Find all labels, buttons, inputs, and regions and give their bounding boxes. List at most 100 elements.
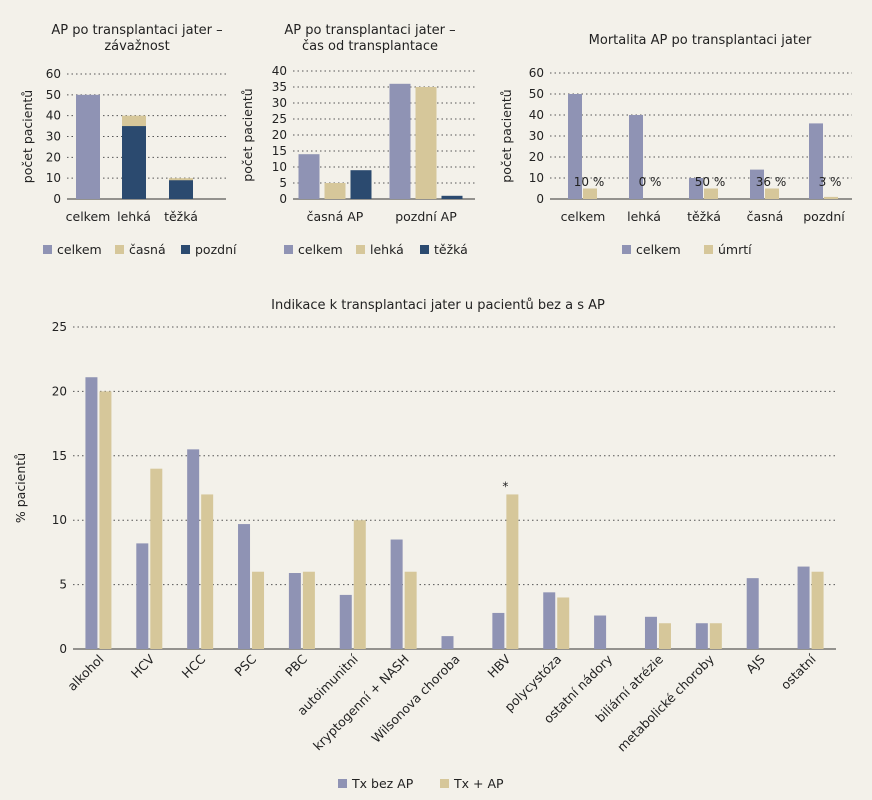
y-tick-label: 20 [272, 128, 287, 142]
x-tick-label: těžká [164, 209, 198, 224]
bar-tx-ap [201, 494, 214, 649]
x-tick-label: časná AP [307, 209, 364, 224]
y-tick-label: 35 [272, 80, 287, 94]
legend-label: úmrtí [718, 242, 752, 257]
legend-swatch [115, 245, 124, 254]
y-tick-label: 5 [59, 578, 67, 592]
legend-label: těžká [434, 242, 468, 257]
x-tick-label: HCC [179, 651, 209, 681]
bar-celkem [809, 123, 823, 199]
x-tick-label: celkem [66, 209, 111, 224]
y-tick-label: 0 [536, 192, 544, 206]
y-tick-label: 50 [46, 88, 61, 102]
x-tick-label: HCV [128, 651, 158, 681]
y-tick-label: 30 [272, 96, 287, 110]
data-label: 0 % [639, 175, 662, 189]
chart-title: čas od transplantace [302, 39, 438, 54]
bar-tx-bez-ap [288, 573, 301, 649]
y-tick-label: 20 [52, 384, 67, 398]
legend-swatch [181, 245, 190, 254]
y-tick-label: 10 [529, 171, 544, 185]
legend-swatch [284, 245, 293, 254]
x-tick-label: časná [747, 209, 784, 224]
x-tick-label: Wilsonova choroba [368, 652, 462, 746]
y-tick-label: 0 [53, 192, 61, 206]
x-tick-label: pozdní AP [395, 209, 457, 224]
y-tick-label: 10 [272, 160, 287, 174]
chart-title: AP po transplantaci jater – [51, 23, 222, 38]
bar-pozdni [169, 180, 193, 199]
chart-timing: AP po transplantaci jater –čas od transp… [240, 23, 475, 257]
y-tick-label: 50 [529, 87, 544, 101]
bar-tx-bez-ap [543, 592, 556, 649]
legend-label: celkem [298, 242, 343, 257]
legend-label: pozdní [195, 242, 237, 257]
bar-tezka [350, 170, 372, 199]
bar-tx-bez-ap [441, 636, 454, 649]
bar-tx-ap [302, 571, 315, 649]
bar-tx-bez-ap [339, 594, 352, 649]
data-label: 10 % [574, 175, 605, 189]
legend-swatch [338, 779, 347, 788]
bar-tx-bez-ap [594, 615, 607, 649]
bar-celkem [689, 178, 703, 199]
legend-swatch [356, 245, 365, 254]
legend-label: celkem [57, 242, 102, 257]
bar-celkem [389, 83, 411, 199]
y-tick-label: 60 [529, 66, 544, 80]
legend-swatch [43, 245, 52, 254]
bar-lehka [415, 87, 437, 199]
bar-lehka [324, 183, 346, 199]
bar-umrti [583, 188, 597, 199]
chart-title: Indikace k transplantaci jater u pacient… [271, 298, 605, 313]
bar-tx-ap [506, 494, 519, 649]
bar-pozdni [122, 126, 146, 199]
y-tick-label: 40 [272, 64, 287, 78]
bar-tx-bez-ap [136, 543, 149, 649]
chart-title: závažnost [104, 39, 169, 54]
bar-tx-bez-ap [644, 616, 657, 649]
y-tick-label: 10 [52, 513, 67, 527]
bar-tx-ap [99, 391, 112, 649]
bar-umrti [704, 188, 718, 199]
legend-swatch [704, 245, 713, 254]
bar-tx-ap [353, 520, 366, 649]
y-tick-label: 0 [59, 642, 67, 656]
chart-severity: AP po transplantaci jater –závažnost 0 10 2… [20, 23, 237, 257]
bar-celkem [568, 94, 582, 199]
legend-label: lehká [370, 242, 404, 257]
x-tick-label: metabolické choroby [614, 651, 717, 754]
legend-label: celkem [636, 242, 681, 257]
bar-tx-bez-ap [238, 524, 251, 649]
y-tick-label: 30 [529, 129, 544, 143]
bar-celkem [629, 115, 643, 199]
x-tick-label: PSC [231, 651, 259, 679]
data-label: 50 % [695, 175, 726, 189]
bar-tx-ap [404, 571, 417, 649]
x-tick-label: alkohol [64, 652, 106, 694]
data-label: 3 % [819, 175, 842, 189]
x-tick-label: pozdní [803, 209, 845, 224]
bar-tx-ap [811, 571, 824, 649]
x-tick-label: kryptogenní + NASH [310, 652, 412, 754]
y-tick-label: 15 [52, 449, 67, 463]
y-tick-label: 40 [46, 109, 61, 123]
y-axis-label: počet pacientů [499, 89, 514, 182]
bar-celkem [76, 94, 100, 199]
x-tick-label: těžká [687, 209, 721, 224]
legend-swatch [420, 245, 429, 254]
y-tick-label: 5 [279, 176, 287, 190]
bar-tx-bez-ap [187, 449, 200, 649]
y-axis-label: počet pacientů [20, 90, 35, 183]
bar-tx-bez-ap [390, 539, 403, 649]
significance-marker: * [502, 479, 508, 493]
bar-tx-ap [150, 468, 163, 649]
y-tick-label: 0 [279, 192, 287, 206]
y-tick-label: 15 [272, 144, 287, 158]
bar-tx-ap [252, 571, 265, 649]
legend-swatch [440, 779, 449, 788]
x-tick-label: AJS [743, 651, 768, 676]
bar-umrti [824, 196, 838, 199]
bar-tezka [441, 195, 463, 199]
